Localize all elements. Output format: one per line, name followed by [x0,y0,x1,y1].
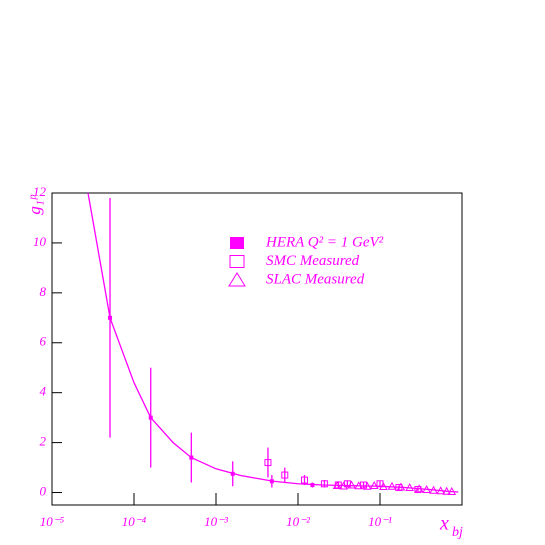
y-axis-label: g₁ᵖ [25,194,44,214]
legend-label: SMC Measured [266,253,360,269]
legend-marker [228,272,246,287]
data-point [264,459,272,467]
x-tick-label: 10⁻⁴ [122,514,147,529]
data-point [369,480,379,490]
data-point [347,480,356,489]
fit-curve [87,192,459,493]
x-axis-label-sub: bj [452,525,463,540]
data-point [320,480,328,488]
y-tick-label: 0 [40,484,47,499]
legend-label: HERA Q² = 1 GeV² [265,234,384,250]
data-point [300,476,308,484]
y-tick-label: 2 [40,434,47,449]
legend-marker [229,255,245,268]
data-point [387,481,397,490]
x-tick-label: 10⁻¹ [368,514,392,529]
y-tick-label: 12 [33,184,47,199]
legend-marker [230,237,244,249]
legend-label: SLAC Measured [266,271,365,287]
y-tick-label: 10 [33,234,47,249]
x-tick-label: 10⁻² [286,514,311,529]
data-point [281,471,289,479]
y-tick-label: 6 [40,334,47,349]
x-axis-label: x [439,513,449,535]
x-tick-label: 10⁻⁵ [40,514,65,529]
y-tick-label: 4 [40,384,47,399]
y-tick-label: 8 [40,284,47,299]
plot-frame [51,192,463,506]
x-tick-label: 10⁻³ [204,514,229,529]
